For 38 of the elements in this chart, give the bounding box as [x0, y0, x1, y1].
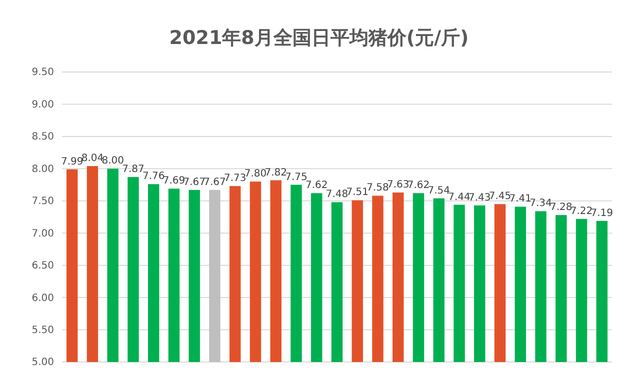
data-label: 7.41 [509, 194, 532, 205]
data-label: 7.43 [468, 192, 491, 204]
data-label: 8.00 [102, 156, 124, 167]
data-label: 7.54 [428, 185, 450, 196]
data-label: 7.28 [550, 202, 572, 214]
chart-title: 2021年8月全国日平均猪价(元/斤) [169, 27, 469, 49]
data-label: 7.51 [346, 187, 369, 198]
data-label: 7.45 [488, 191, 512, 202]
data-label: 7.75 [285, 172, 308, 183]
y-tick-label: 5.50 [32, 324, 54, 336]
data-label: 7.73 [224, 173, 246, 184]
data-label: 8.04 [81, 153, 104, 164]
y-tick-label: 9.00 [32, 99, 54, 110]
data-label: 7.67 [183, 176, 206, 188]
y-tick-label: 7.50 [32, 196, 54, 208]
data-label: 7.34 [530, 198, 552, 210]
y-tick-label: 5.00 [32, 357, 54, 368]
data-label: 7.48 [326, 189, 348, 200]
data-label: 7.99 [60, 156, 84, 168]
data-label: 7.19 [590, 208, 614, 219]
data-label: 7.44 [448, 192, 470, 203]
y-tick-label: 8.50 [32, 132, 54, 143]
y-tick-label: 8.00 [32, 164, 54, 175]
y-tick-label: 6.00 [32, 292, 54, 304]
data-label: 7.76 [142, 171, 165, 182]
y-tick-label: 9.50 [32, 67, 54, 78]
data-label: 7.63 [387, 180, 410, 191]
data-label: 7.82 [264, 167, 287, 178]
y-tick-label: 7.00 [32, 228, 54, 240]
y-tick-label: 6.50 [32, 260, 54, 272]
data-label: 7.87 [122, 164, 144, 176]
data-label: 7.62 [407, 180, 430, 192]
data-label: 7.80 [244, 168, 267, 180]
data-label: 7.69 [162, 176, 186, 187]
data-label: 7.67 [204, 176, 226, 188]
data-label: 7.58 [366, 182, 389, 194]
data-label: 7.22 [570, 206, 593, 217]
data-label: 7.62 [305, 180, 328, 192]
